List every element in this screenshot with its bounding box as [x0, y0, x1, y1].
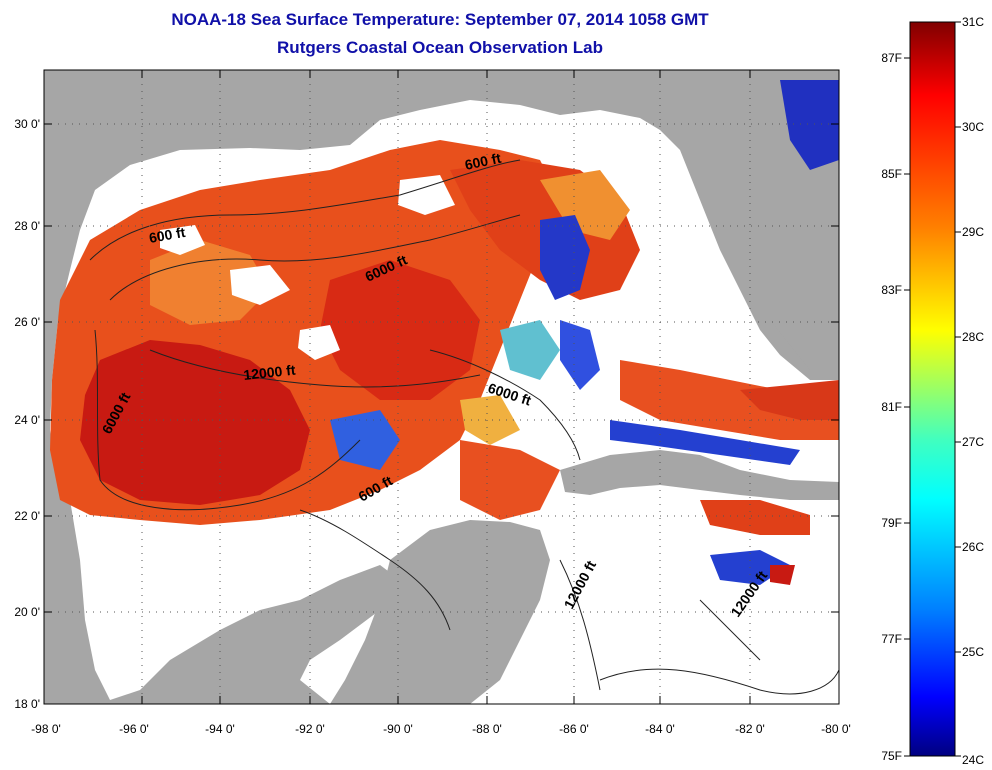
- yucatan-land: [330, 520, 550, 704]
- colorbar-fahrenheit-label: 83F: [881, 283, 902, 297]
- lat-label: 24 0': [14, 413, 40, 427]
- colorbar-fahrenheit-label: 81F: [881, 400, 902, 414]
- frame-ticks: [44, 70, 839, 704]
- contour-label: 600 ft: [148, 224, 187, 246]
- lat-label: 22 0': [14, 509, 40, 523]
- lon-label: -90 0': [383, 722, 413, 736]
- lat-label: 28 0': [14, 219, 40, 233]
- graticule: [44, 70, 839, 704]
- lat-label: 26 0': [14, 315, 40, 329]
- colorbar-celsius-label: 30C: [962, 120, 984, 134]
- lon-label: -86 0': [559, 722, 589, 736]
- lon-label: -84 0': [645, 722, 675, 736]
- lat-label: 20 0': [14, 605, 40, 619]
- map-subtitle: Rutgers Coastal Ocean Observation Lab: [277, 38, 603, 57]
- colorbar-celsius-label: 28C: [962, 330, 984, 344]
- contour-label: 12000 ft: [243, 362, 297, 383]
- colorbar-fahrenheit-label: 87F: [881, 51, 902, 65]
- lon-label: -98 0': [31, 722, 61, 736]
- map-frame: [43, 69, 840, 705]
- colorbar-celsius-label: 25C: [962, 645, 984, 659]
- bathymetry-contours: [89, 159, 839, 695]
- map-title: NOAA-18 Sea Surface Temperature: Septemb…: [171, 10, 709, 29]
- colorbar-fahrenheit-label: 77F: [881, 632, 902, 646]
- colorbar-celsius-label: 27C: [962, 435, 984, 449]
- lon-label: -80 0': [821, 722, 851, 736]
- colorbar-ticks: [904, 21, 961, 757]
- lon-label: -88 0': [472, 722, 502, 736]
- colorbar-fahrenheit-label: 85F: [881, 167, 902, 181]
- lat-label: 18 0': [14, 697, 40, 711]
- lon-label: -94 0': [205, 722, 235, 736]
- lon-label: -82 0': [735, 722, 765, 736]
- contour-label: 600 ft: [463, 150, 502, 173]
- lon-label: -96 0': [119, 722, 149, 736]
- lon-label: -92 0': [295, 722, 325, 736]
- colorbar-celsius-label: 24C: [962, 753, 984, 767]
- colorbar-fahrenheit-label: 79F: [881, 516, 902, 530]
- colorbar: [909, 21, 956, 757]
- cuba-land: [560, 450, 839, 500]
- colorbar-fahrenheit-label: 75F: [881, 749, 902, 763]
- lat-label: 30 0': [14, 117, 40, 131]
- colorbar-celsius-label: 26C: [962, 540, 984, 554]
- colorbar-celsius-label: 29C: [962, 225, 984, 239]
- colorbar-celsius-label: 31C: [962, 15, 984, 29]
